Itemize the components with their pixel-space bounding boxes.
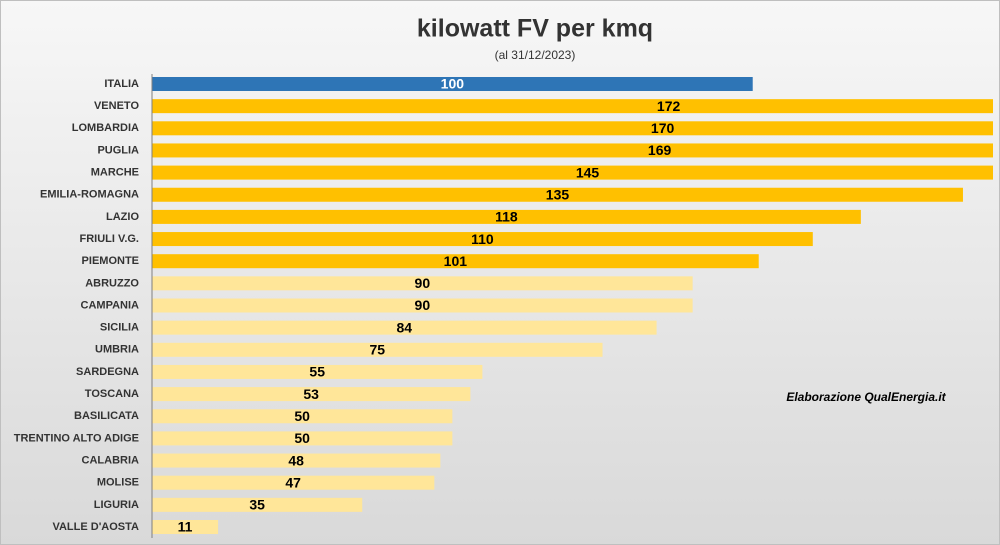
y-tick-label: MOLISE — [97, 477, 139, 489]
value-label: 75 — [369, 342, 385, 358]
chart-title: kilowatt FV per kmq — [417, 15, 653, 43]
y-tick-label: SARDEGNA — [76, 366, 139, 378]
bar — [152, 497, 363, 512]
value-label: 35 — [249, 497, 265, 513]
y-tick-label: ABRUZZO — [85, 277, 139, 289]
value-label: 100 — [441, 76, 465, 92]
y-tick-label: LOMBARDIA — [72, 122, 139, 134]
y-tick-label: SICILIA — [100, 322, 139, 334]
bar — [152, 187, 963, 202]
value-label: 169 — [648, 142, 672, 158]
y-tick-label: BASILICATA — [74, 410, 139, 422]
bar — [152, 143, 993, 158]
y-tick-label: PUGLIA — [97, 144, 139, 156]
chart-subtitle: (al 31/12/2023) — [495, 48, 576, 62]
y-tick-label: CAMPANIA — [81, 299, 140, 311]
value-label: 53 — [303, 386, 319, 402]
value-label: 101 — [444, 253, 468, 269]
bar — [152, 254, 759, 269]
value-label: 172 — [657, 98, 681, 114]
value-label: 170 — [651, 120, 675, 136]
bar — [152, 520, 219, 534]
bar — [152, 121, 993, 136]
bar — [152, 342, 603, 357]
y-tick-label: LIGURIA — [94, 499, 139, 511]
bar — [152, 431, 453, 446]
value-label: 11 — [178, 519, 193, 535]
y-tick-label: VENETO — [94, 100, 139, 112]
bar — [152, 165, 993, 180]
value-label: 84 — [397, 319, 413, 335]
y-tick-label: MARCHE — [91, 167, 139, 179]
bar — [152, 99, 993, 114]
bar — [152, 475, 435, 490]
value-label: 110 — [471, 231, 494, 247]
bar — [152, 298, 693, 313]
value-label: 48 — [288, 452, 304, 468]
value-label: 90 — [415, 297, 431, 313]
value-label: 47 — [285, 474, 301, 490]
y-tick-label: FRIULI V.G. — [80, 233, 140, 245]
bar — [152, 77, 753, 91]
value-label: 135 — [546, 186, 570, 202]
y-tick-label: EMILIA-ROMAGNA — [40, 189, 139, 201]
bar — [152, 387, 471, 402]
annotation: Elaborazione QualEnergia.it — [786, 390, 946, 404]
y-tick-label: PIEMONTE — [82, 255, 139, 267]
y-tick-label: TRENTINO ALTO ADIGE — [14, 432, 139, 444]
bar — [152, 364, 483, 379]
value-label: 90 — [415, 275, 431, 291]
y-tick-label: TOSCANA — [85, 388, 139, 400]
bar — [152, 232, 813, 247]
y-tick-label: CALABRIA — [82, 454, 139, 466]
value-label: 118 — [495, 209, 518, 225]
bar — [152, 320, 657, 335]
value-label: 55 — [309, 364, 325, 380]
value-label: 50 — [294, 408, 310, 424]
y-tick-label: ITALIA — [104, 78, 139, 90]
y-tick-label: VALLE D'AOSTA — [52, 521, 139, 533]
bar — [152, 276, 693, 291]
value-label: 50 — [294, 430, 310, 446]
value-label: 145 — [576, 164, 600, 180]
y-tick-label: UMBRIA — [95, 344, 139, 356]
plot-area — [152, 77, 993, 534]
bar — [152, 209, 861, 224]
y-tick-label: LAZIO — [106, 211, 139, 223]
bar — [152, 453, 441, 468]
bar — [152, 409, 453, 424]
